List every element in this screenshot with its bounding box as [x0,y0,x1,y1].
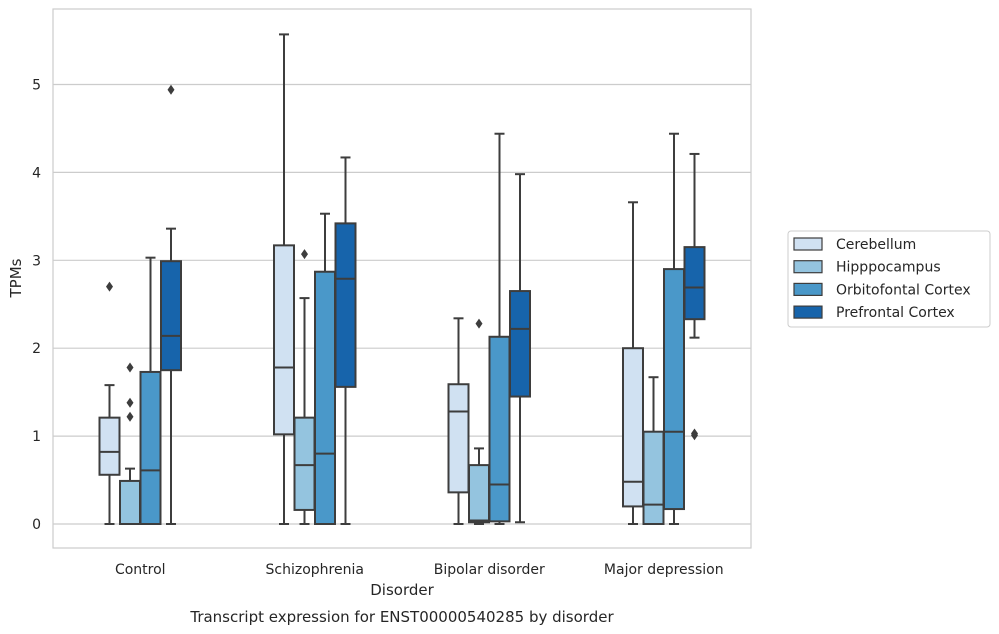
legend-label: Hipppocampus [836,260,941,276]
box-0-3 [160,84,182,525]
legend-swatch [793,260,823,274]
box-2-0 [447,317,470,525]
box-body [663,268,685,511]
x-tick-labels: Control Schizophrenia Bipolar disorder Majo… [115,562,724,578]
chart-caption: Transcript expression for ENST0000054028… [189,608,614,626]
box-body [334,222,357,388]
box-body [509,290,531,398]
y-tick-label: 0 [32,517,41,533]
box-2-1 [468,318,490,525]
box-body [314,270,336,525]
box-body [160,260,182,372]
box-3-0 [622,201,644,525]
box-body [683,246,706,321]
box-body [139,370,162,526]
box-1-3 [334,156,357,525]
box-body [642,430,665,525]
outlier-point [126,397,134,408]
x-axis-title: Disorder [370,581,434,599]
box-0-0 [98,281,121,525]
box-1-0 [273,33,295,525]
x-tick-label: Major depression [604,562,724,578]
legend-swatch [793,237,823,251]
box-body [488,335,511,523]
outlier-point [301,249,308,260]
box-1-1 [293,249,316,525]
box-body [293,416,316,511]
y-tick-label: 1 [32,429,41,445]
legend-label: Prefrontal Cortex [836,305,955,321]
x-tick-label: Bipolar disorder [434,562,545,578]
box-body [468,464,490,524]
box-groups [98,33,706,526]
y-tick-label: 5 [32,78,41,94]
box-body [119,479,141,525]
box-2-2 [488,132,511,525]
outlier-point [475,318,483,329]
x-tick-label: Schizophrenia [266,562,364,578]
y-tick-label: 4 [32,165,41,181]
x-tick-label: Control [115,562,166,578]
outlier-point [106,281,113,292]
box-0-2 [139,256,162,526]
outlier-point [126,411,134,422]
legend-items: Cerebellum Hipppocampus Orbitofontal Corte… [793,237,971,321]
box-1-2 [314,212,336,525]
box-0-1 [119,362,141,525]
legend-label: Orbitofontal Cortex [836,282,971,298]
box-3-2 [663,132,685,525]
y-tick-label: 2 [32,341,41,357]
outlier-point [691,428,698,439]
outlier-point [167,84,175,95]
y-tick-labels: 0 1 2 3 4 5 [32,78,41,534]
box-3-3 [683,152,706,441]
y-axis-title: TPMs [7,258,25,298]
legend-swatch [793,282,823,296]
legend-swatch [793,305,823,319]
legend: Cerebellum Hipppocampus Orbitofontal Corte… [787,230,991,328]
box-body [98,416,121,476]
box-body [273,244,295,436]
box-body [447,383,470,494]
outlier-point [126,362,134,373]
legend-box [787,230,991,328]
box-body [622,347,644,508]
y-tick-label: 3 [32,253,41,269]
legend-label: Cerebellum [836,237,916,253]
box-2-3 [509,173,531,524]
